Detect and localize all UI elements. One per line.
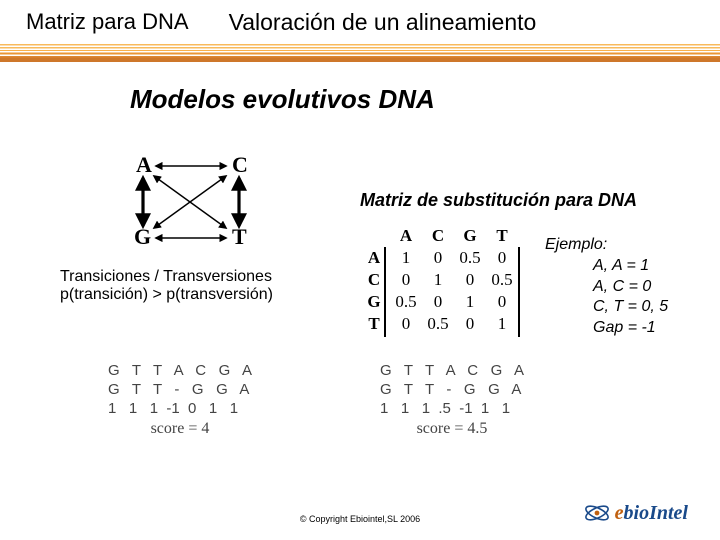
caption-line-2: p(transición) > p(transversión) [60,286,273,304]
diagram-svg: A C G T [126,152,266,252]
align-left-score: score = 4 [108,420,252,438]
align-right-row-1: G T T - G G A [380,381,524,400]
logo-mid: bio [624,502,650,524]
matrix-bracket-right [518,247,520,337]
cell-1-3: 0.5 [486,269,518,291]
example-title: Ejemplo: [545,235,668,256]
cell-0-0: 1 [390,247,422,269]
svg-text:C: C [232,152,248,177]
alignment-left: G T T A C G A G T T - G G A 1 1 1 -1 0 1… [108,362,252,438]
matrix-subtitle: Matriz de substitución para DNA [360,190,637,211]
cell-1-0: 0 [390,269,422,291]
cell-2-1: 0 [422,291,454,313]
cell-0-1: 0 [422,247,454,269]
cell-1-2: 0 [454,269,486,291]
cell-3-0: 0 [390,313,422,335]
alignment-right: G T T A C G A G T T - G G A 1 1 1 .5 -1 … [380,362,524,438]
svg-text:A: A [136,152,152,177]
matrix-bracket-left [384,247,386,337]
logo-suffix: Intel [649,502,688,524]
cell-2-0: 0.5 [390,291,422,313]
ebiointel-logo: ebioIntel [583,500,688,526]
caption-line-1: Transiciones / Transversiones [60,268,273,286]
matrix-table: A C G T A 1 0 0.5 0 C 0 1 0 0.5 G 0.5 0 … [358,225,518,335]
cell-3-2: 0 [454,313,486,335]
cell-2-3: 0 [486,291,518,313]
example-line-1: A, A = 1 [593,256,668,277]
substitution-matrix: A C G T A 1 0 0.5 0 C 0 1 0 0.5 G 0.5 0 … [358,225,528,335]
example-line-2: A, C = 0 [593,277,668,298]
header-left-title: Matriz para DNA [26,9,189,35]
cell-3-3: 1 [486,313,518,335]
logo-icon [583,500,611,526]
substitution-diagram: A C G T [126,152,266,252]
cell-1-1: 1 [422,269,454,291]
cell-0-2: 0.5 [454,247,486,269]
col-h-C: C [422,225,454,247]
align-right-score: score = 4.5 [380,420,524,438]
cell-3-1: 0.5 [422,313,454,335]
svg-text:T: T [232,224,247,249]
col-h-T: T [486,225,518,247]
align-left-row-2: 1 1 1 -1 0 1 1 [108,400,252,419]
example-line-4: Gap = -1 [593,318,668,339]
logo-prefix: e [615,502,624,524]
decorative-stripe [0,44,720,62]
align-left-row-1: G T T - G G A [108,381,252,400]
svg-text:G: G [134,224,151,249]
align-right-row-2: 1 1 1 .5 -1 1 1 [380,400,524,419]
col-h-G: G [454,225,486,247]
section-title: Modelos evolutivos DNA [130,84,720,115]
cell-0-3: 0 [486,247,518,269]
align-left-row-0: G T T A C G A [108,362,252,381]
example-block: Ejemplo: A, A = 1 A, C = 0 C, T = 0, 5 G… [545,235,668,339]
header-right-title: Valoración de un alineamiento [229,9,700,36]
example-line-3: C, T = 0, 5 [593,297,668,318]
logo-text: ebioIntel [615,502,688,525]
col-h-A: A [390,225,422,247]
slide-header: Matriz para DNA Valoración de un alineam… [0,0,720,44]
transitions-caption: Transiciones / Transversiones p(transici… [60,268,273,304]
align-right-row-0: G T T A C G A [380,362,524,381]
cell-2-2: 1 [454,291,486,313]
